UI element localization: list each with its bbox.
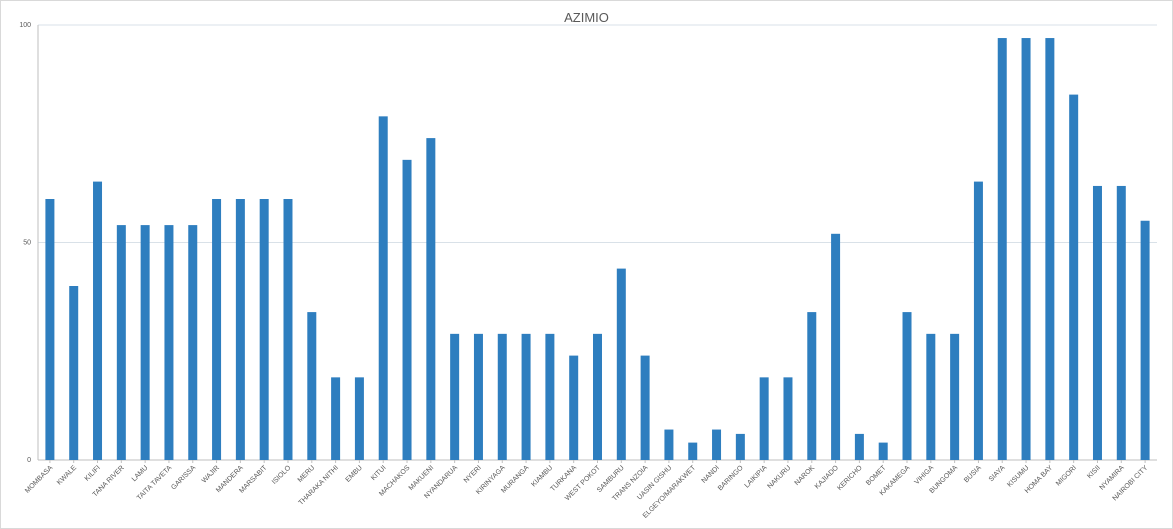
bar-trans-nzoia — [640, 355, 650, 460]
x-tick-label: LAIKIPIA — [744, 464, 769, 489]
bar-makueni — [426, 138, 436, 460]
y-tick-label: 50 — [23, 240, 31, 247]
bar-migori — [1069, 94, 1079, 460]
bar-kirinyaga — [497, 333, 507, 460]
bar-nyeri — [473, 333, 483, 460]
bar-bungoma — [950, 333, 960, 460]
x-tick-label: NAKURU — [767, 464, 793, 490]
x-tick-label: KWALE — [56, 464, 78, 486]
bar-tana-river — [116, 225, 126, 460]
bar-baringo — [735, 433, 745, 460]
bar-kiambu — [545, 333, 555, 460]
bar-bomet — [878, 442, 888, 460]
bar-nairobi-city — [1140, 220, 1150, 460]
x-tick-label: BOMET — [865, 464, 888, 487]
bar-nandi — [712, 429, 722, 460]
bar-kilifi — [93, 181, 103, 460]
y-tick-label: 0 — [27, 457, 31, 464]
bar-embu — [354, 377, 364, 460]
bar-uasin-gishu — [664, 429, 674, 460]
bar-kakamega — [902, 312, 912, 460]
bar-mombasa — [45, 199, 55, 460]
bar-tharaka-nithi — [331, 377, 341, 460]
x-tick-label: KITUI — [370, 464, 388, 482]
x-tick-label: MOMBASA — [24, 464, 54, 494]
x-tick-label: NAROK — [794, 464, 817, 487]
x-tick-label: KISII — [1086, 464, 1102, 480]
x-tick-label: KILIFI — [84, 464, 102, 482]
bar-kitui — [378, 116, 388, 460]
x-tick-label: NYERI — [463, 464, 483, 484]
x-tick-label: KERICHO — [836, 464, 864, 492]
y-tick-label: 100 — [19, 22, 31, 29]
bar-lamu — [140, 225, 150, 460]
x-tick-label: NANDI — [701, 464, 721, 484]
bar-kericho — [854, 433, 864, 460]
bar-marsabit — [259, 199, 269, 460]
bar-nyamira — [1116, 185, 1126, 460]
bar-kisii — [1092, 185, 1102, 460]
x-tick-label: WAJIR — [201, 464, 221, 484]
bar-muranga — [521, 333, 531, 460]
bar-garissa — [188, 225, 198, 460]
x-tick-label: LAMU — [131, 464, 150, 483]
bar-vihiga — [926, 333, 936, 460]
bar-west-pokot — [593, 333, 602, 460]
bar-nyandarua — [450, 333, 460, 460]
bar-samburu — [616, 268, 626, 460]
bar-meru — [307, 312, 317, 460]
x-tick-label: SIAYA — [988, 464, 1007, 483]
bar-mandera — [235, 199, 245, 460]
bar-kisumu — [1021, 38, 1031, 461]
bar-kwale — [69, 286, 79, 460]
bar-kajiado — [831, 233, 841, 460]
bar-siaya — [997, 38, 1007, 461]
x-tick-label: MIGORI — [1055, 464, 1078, 487]
x-tick-label: ISIOLO — [271, 464, 293, 486]
bar-laikipia — [759, 377, 769, 460]
x-tick-label: VIHIGA — [914, 464, 936, 486]
bar-turkana — [569, 355, 579, 460]
bar-elgeyo-marakwet — [688, 442, 698, 460]
bar-isiolo — [283, 199, 293, 460]
x-tick-label: GARISSA — [170, 464, 197, 491]
x-tick-label: EMBU — [345, 464, 364, 483]
bar-taita-taveta — [164, 225, 174, 460]
bar-machakos — [402, 159, 412, 460]
x-tick-label: BUSIA — [963, 464, 983, 484]
x-tick-label: MERU — [297, 464, 317, 484]
bar-nakuru — [783, 377, 793, 460]
x-tick-label: KISUMU — [1006, 464, 1030, 488]
bar-busia — [973, 181, 983, 460]
chart-title: AZIMIO — [564, 10, 609, 25]
bar-narok — [807, 312, 817, 460]
bar-homa-bay — [1045, 38, 1055, 461]
x-tick-label: KIAMBU — [530, 464, 554, 488]
bar-wajir — [212, 199, 222, 460]
x-tick-label: BARINGO — [717, 464, 745, 492]
